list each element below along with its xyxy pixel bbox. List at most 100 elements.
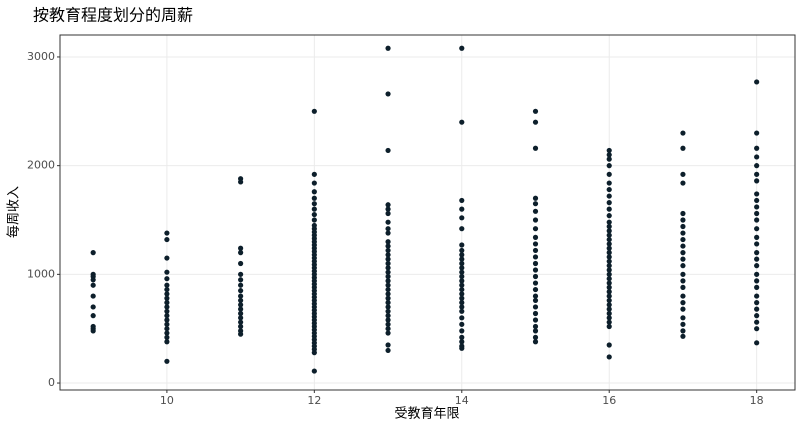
point: [754, 197, 760, 204]
point: [606, 186, 612, 193]
point: [754, 326, 760, 332]
point: [238, 319, 244, 325]
point: [90, 277, 96, 283]
point: [385, 91, 391, 97]
point: [164, 326, 170, 332]
point: [90, 304, 96, 310]
point: [385, 243, 391, 249]
point: [164, 255, 170, 261]
point: [238, 306, 244, 312]
point: [606, 152, 612, 158]
point: [459, 295, 465, 301]
point: [238, 310, 244, 317]
point: [532, 310, 539, 317]
point: [754, 204, 760, 210]
point: [385, 252, 391, 258]
point: [238, 282, 244, 288]
point: [459, 304, 465, 310]
point: [754, 250, 760, 256]
point: [311, 217, 317, 223]
point: [606, 280, 612, 286]
point: [754, 145, 760, 151]
point: [459, 119, 465, 125]
point: [532, 145, 539, 151]
point: [385, 321, 391, 327]
point: [385, 260, 391, 267]
point: [754, 256, 760, 262]
point: [754, 226, 760, 232]
point: [459, 242, 465, 248]
point: [532, 241, 539, 247]
point: [459, 286, 465, 293]
point: [238, 179, 244, 185]
point: [532, 201, 539, 207]
point: [606, 228, 612, 234]
point: [532, 267, 539, 273]
point: [680, 263, 686, 269]
point: [385, 308, 391, 314]
point: [164, 236, 170, 243]
point: [238, 260, 244, 267]
point: [459, 300, 465, 306]
point: [606, 302, 612, 308]
point: [754, 163, 760, 169]
point: [680, 230, 686, 236]
point: [385, 330, 391, 336]
point: [164, 313, 170, 319]
point: [164, 304, 170, 310]
x-tick-label: 12: [307, 394, 321, 407]
point: [385, 210, 391, 217]
point: [606, 219, 612, 225]
point: [532, 254, 539, 260]
point: [90, 313, 96, 319]
point: [164, 295, 170, 301]
point: [532, 226, 539, 232]
point: [754, 340, 760, 346]
point: [606, 245, 612, 251]
point: [532, 108, 539, 114]
point: [606, 342, 612, 348]
point: [459, 308, 465, 314]
point: [680, 293, 686, 299]
point: [532, 247, 539, 254]
point: [680, 315, 686, 321]
point: [238, 250, 244, 256]
point: [532, 119, 539, 125]
point: [606, 319, 612, 325]
point: [680, 250, 686, 256]
point: [606, 310, 612, 317]
x-axis-title: 受教育年限: [394, 406, 459, 422]
point: [164, 317, 170, 323]
chart-title: 按教育程度划分的周薪: [33, 6, 193, 25]
point: [754, 79, 760, 85]
point: [90, 250, 96, 256]
point: [680, 217, 686, 223]
point: [459, 206, 465, 212]
point: [459, 278, 465, 284]
point: [606, 171, 612, 177]
point: [164, 276, 170, 282]
point: [459, 226, 465, 232]
point: [606, 254, 612, 260]
point: [532, 234, 539, 240]
y-tick-label: 0: [48, 376, 55, 389]
point: [459, 256, 465, 262]
point: [385, 256, 391, 262]
point: [532, 323, 539, 330]
point: [754, 271, 760, 277]
point: [754, 171, 760, 177]
point: [459, 291, 465, 297]
point: [311, 211, 317, 218]
point: [754, 284, 760, 290]
point: [238, 315, 244, 321]
point: [606, 293, 612, 299]
point: [606, 236, 612, 243]
point: [311, 189, 317, 195]
point: [680, 271, 686, 277]
point: [606, 289, 612, 295]
point: [754, 263, 760, 269]
point: [238, 323, 244, 330]
point: [606, 213, 612, 219]
